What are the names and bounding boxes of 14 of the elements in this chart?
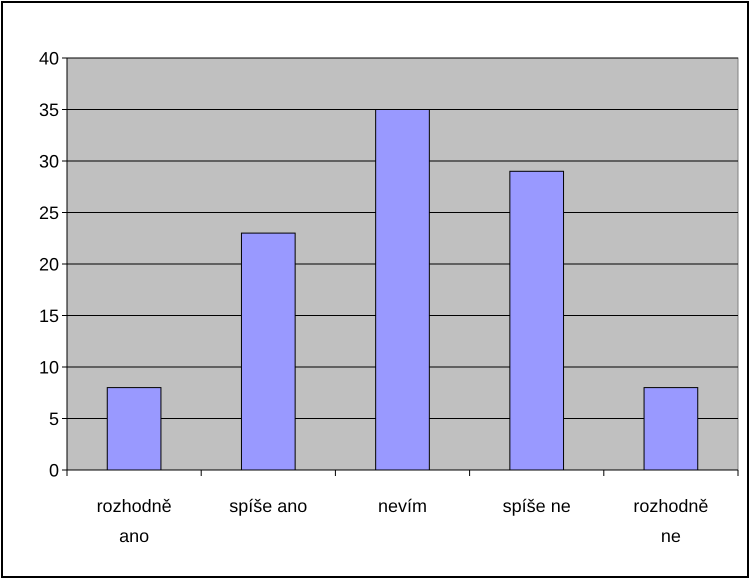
x-tick-label: rozhodně ano: [96, 496, 172, 546]
y-tick-label: 40: [38, 48, 59, 68]
y-tick-label: 0: [48, 460, 59, 480]
x-tick-label: spíše ne: [502, 496, 571, 516]
x-tick-label: spíše ano: [229, 496, 308, 516]
y-tick-label: 35: [38, 100, 59, 120]
y-tick-label: 5: [48, 408, 59, 429]
x-tick-label: nevím: [378, 496, 428, 516]
y-tick-label: 30: [38, 151, 59, 172]
y-tick-label: 15: [38, 306, 59, 326]
x-tick-label: rozhodně ne: [633, 496, 708, 546]
y-tick-label: 25: [38, 202, 59, 223]
y-tick-label: 20: [38, 254, 59, 274]
y-tick-label: 10: [38, 357, 59, 378]
